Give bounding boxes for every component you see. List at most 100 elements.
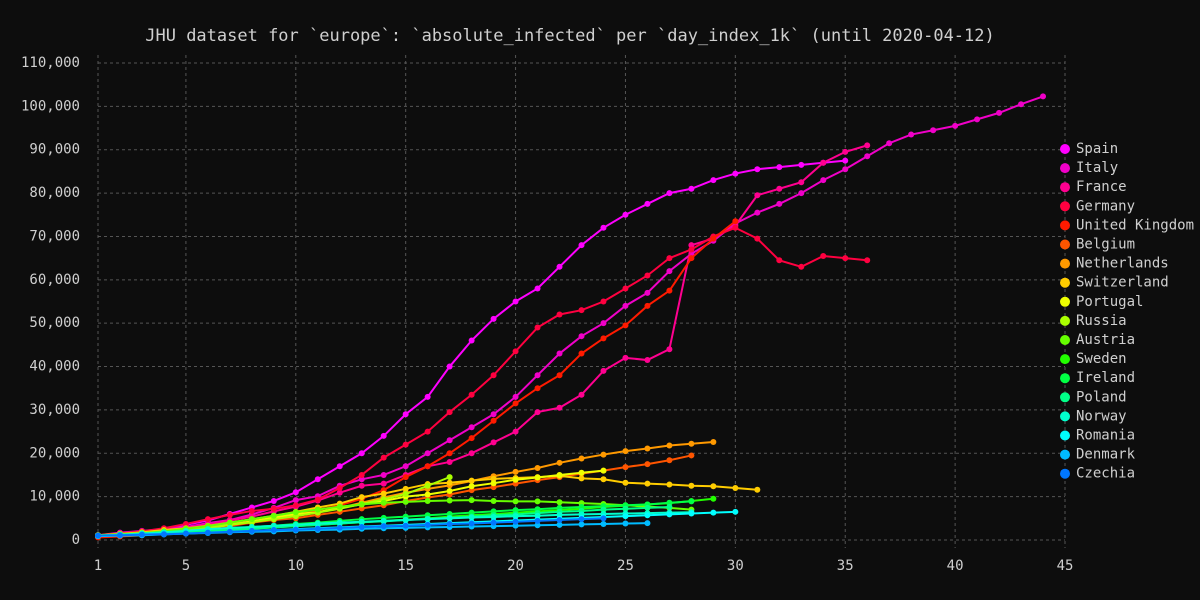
- data-point: [710, 509, 717, 516]
- data-point: [732, 218, 739, 225]
- data-point: [490, 514, 497, 521]
- legend-label: United Kingdom: [1076, 217, 1194, 233]
- y-tick-label: 60,000: [29, 272, 80, 288]
- data-point: [622, 513, 629, 520]
- data-point: [468, 497, 475, 504]
- data-point: [204, 529, 211, 536]
- data-point: [402, 517, 409, 524]
- data-point: [468, 435, 475, 442]
- data-point: [292, 509, 299, 516]
- data-point: [644, 272, 651, 279]
- data-point: [842, 148, 849, 155]
- legend-label: Romania: [1076, 428, 1135, 444]
- data-point: [622, 211, 629, 218]
- x-tick-label: 45: [1057, 558, 1074, 574]
- data-point: [1040, 93, 1047, 100]
- y-tick-label: 10,000: [29, 489, 80, 505]
- data-point: [688, 510, 695, 517]
- data-point: [270, 527, 277, 534]
- data-point: [380, 517, 387, 524]
- data-point: [666, 287, 673, 294]
- data-point: [314, 476, 321, 483]
- data-point: [116, 532, 123, 539]
- data-point: [248, 527, 255, 534]
- data-point: [358, 476, 365, 483]
- data-point: [490, 475, 497, 482]
- data-point: [710, 177, 717, 184]
- data-point: [996, 109, 1003, 116]
- legend-label: Switzerland: [1076, 275, 1169, 291]
- data-point: [336, 484, 343, 491]
- data-point: [446, 363, 453, 370]
- data-point: [820, 159, 827, 166]
- legend-marker: [1060, 449, 1070, 460]
- legend-marker: [1060, 201, 1070, 212]
- data-point: [424, 516, 431, 523]
- legend-marker: [1060, 392, 1070, 403]
- data-point: [380, 454, 387, 461]
- legend-label: Czechia: [1076, 466, 1135, 482]
- data-point: [776, 200, 783, 207]
- data-point: [380, 432, 387, 439]
- data-point: [182, 520, 189, 527]
- data-point: [600, 506, 607, 513]
- legend-label: Ireland: [1076, 370, 1135, 386]
- x-tick-label: 30: [727, 558, 744, 574]
- data-point: [490, 497, 497, 504]
- data-point: [798, 190, 805, 197]
- data-point: [600, 515, 607, 522]
- data-point: [534, 385, 541, 392]
- data-point: [776, 185, 783, 192]
- data-point: [842, 166, 849, 173]
- data-point: [248, 507, 255, 514]
- data-point: [732, 170, 739, 177]
- data-point: [798, 179, 805, 186]
- data-point: [468, 477, 475, 484]
- data-point: [556, 311, 563, 318]
- data-point: [468, 337, 475, 344]
- legend-marker: [1060, 335, 1070, 345]
- legend-marker: [1060, 144, 1070, 154]
- legend-marker: [1060, 296, 1070, 307]
- legend-marker: [1060, 373, 1070, 384]
- data-point: [754, 235, 761, 242]
- data-point: [182, 530, 189, 537]
- data-point: [512, 476, 519, 483]
- data-point: [820, 177, 827, 184]
- data-point: [468, 391, 475, 398]
- data-point: [666, 504, 673, 511]
- data-point: [600, 224, 607, 231]
- y-tick-label: 30,000: [29, 402, 80, 418]
- data-point: [666, 268, 673, 275]
- data-point: [380, 523, 387, 530]
- data-point: [226, 519, 233, 526]
- y-tick-label: 110,000: [21, 55, 80, 71]
- legend-label: Poland: [1076, 389, 1127, 405]
- data-point: [688, 498, 695, 505]
- data-point: [622, 448, 629, 455]
- chart-title: JHU dataset for `europe`: `absolute_infe…: [145, 26, 995, 46]
- data-point: [578, 521, 585, 528]
- data-point: [842, 255, 849, 262]
- data-point: [688, 185, 695, 192]
- x-tick-label: 5: [182, 558, 190, 574]
- data-point: [534, 498, 541, 505]
- data-point: [952, 122, 959, 129]
- data-point: [578, 391, 585, 398]
- data-point: [688, 440, 695, 447]
- data-point: [95, 532, 101, 539]
- data-point: [930, 127, 937, 134]
- data-point: [490, 315, 497, 322]
- legend-label: Germany: [1076, 198, 1135, 214]
- data-point: [754, 166, 761, 173]
- data-point: [578, 455, 585, 462]
- data-point: [578, 516, 585, 523]
- data-point: [534, 517, 541, 524]
- data-point: [556, 350, 563, 357]
- data-point: [666, 499, 673, 506]
- legend-label: Norway: [1076, 408, 1127, 424]
- y-tick-label: 40,000: [29, 359, 80, 375]
- data-point: [666, 190, 673, 197]
- data-point: [226, 528, 233, 535]
- legend-label: Russia: [1076, 313, 1127, 329]
